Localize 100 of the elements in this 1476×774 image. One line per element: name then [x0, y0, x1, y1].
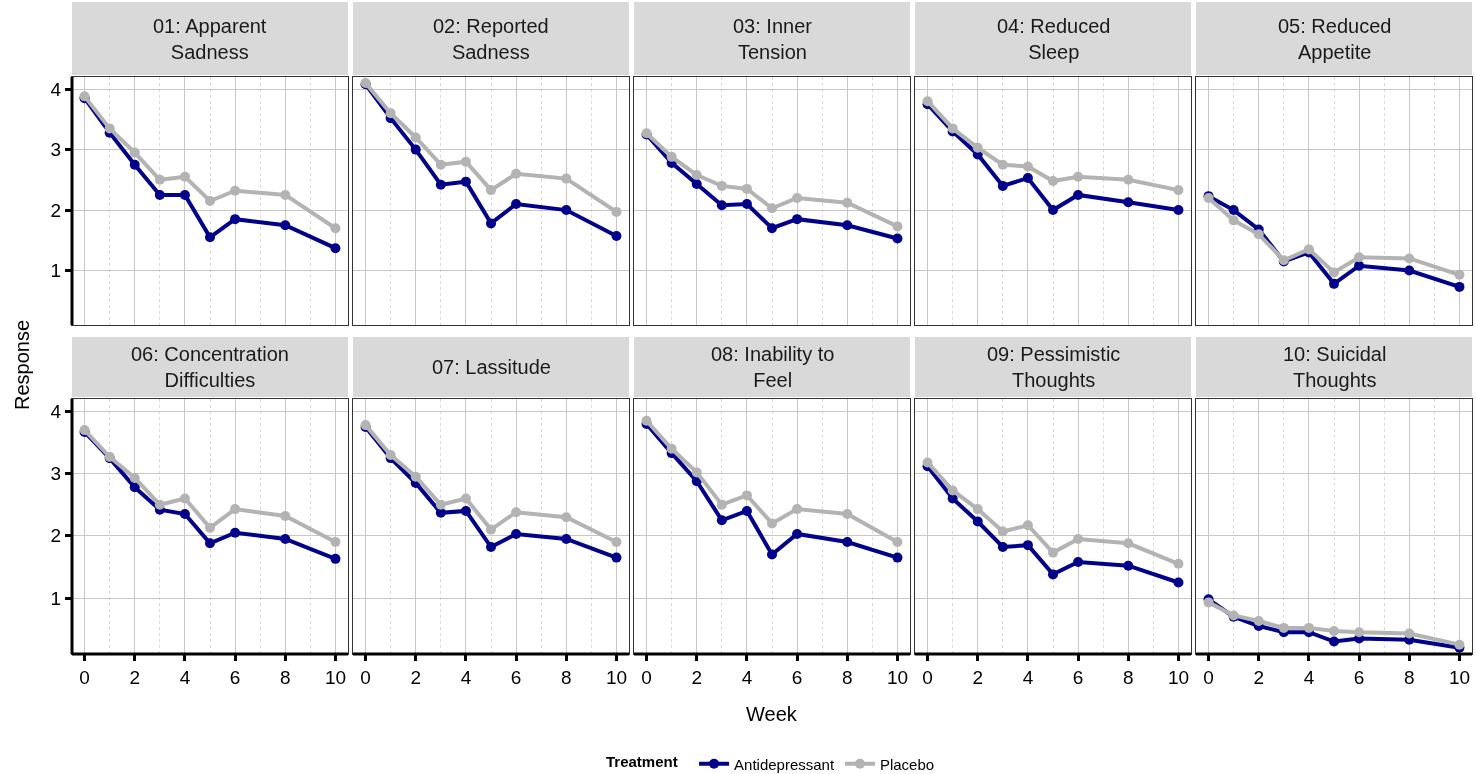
- point: [611, 231, 622, 242]
- point: [410, 471, 421, 482]
- point: [129, 482, 140, 493]
- x-tick-label: 8: [560, 666, 572, 688]
- point: [129, 472, 140, 483]
- point: [716, 200, 727, 211]
- chart-title: 07: Lassitude: [432, 356, 551, 378]
- point: [330, 243, 341, 254]
- point: [842, 220, 853, 231]
- point: [1253, 616, 1264, 627]
- point: [486, 218, 496, 229]
- y-tick-label: 4: [50, 78, 62, 100]
- point: [230, 527, 241, 538]
- x-tick-label: 0: [360, 666, 371, 688]
- point: [385, 449, 396, 460]
- point: [230, 214, 241, 225]
- point: [1073, 533, 1084, 544]
- point: [1329, 625, 1339, 636]
- point: [792, 214, 803, 225]
- y-tick-label: 2: [50, 199, 62, 221]
- point: [1048, 205, 1058, 216]
- point: [666, 151, 677, 162]
- point: [691, 179, 702, 190]
- point: [1329, 636, 1339, 647]
- x-tick-label: 4: [1022, 666, 1034, 688]
- point: [154, 499, 165, 510]
- point: [1048, 569, 1058, 580]
- point: [1173, 558, 1184, 569]
- x-tick-label: 0: [641, 666, 652, 688]
- chart-title: 02: Reported Sadness: [433, 15, 549, 63]
- x-tick-label: 0: [922, 666, 933, 688]
- point: [410, 144, 421, 155]
- x-tick-label: 2: [1253, 666, 1265, 688]
- point: [716, 499, 727, 510]
- chart-title: 03: Inner Tension: [733, 15, 813, 63]
- point: [511, 168, 522, 179]
- point: [410, 132, 421, 143]
- point: [230, 185, 241, 196]
- point: [741, 505, 752, 516]
- point: [1303, 622, 1314, 633]
- point: [1454, 281, 1465, 292]
- legend-label: Placebo: [879, 755, 935, 773]
- point: [330, 537, 341, 548]
- point: [922, 457, 933, 468]
- point: [611, 537, 622, 548]
- point: [1354, 260, 1365, 271]
- point: [666, 443, 677, 454]
- chart-title: 08: Inability to Feel: [711, 343, 835, 391]
- point: [1329, 267, 1339, 278]
- point: [179, 493, 190, 504]
- point: [460, 176, 471, 187]
- point: [486, 542, 496, 553]
- y-tick-label: 3: [50, 463, 62, 485]
- point: [691, 169, 702, 180]
- point: [205, 522, 215, 533]
- x-tick-label: 10: [324, 666, 347, 688]
- x-tick-label: 4: [741, 666, 753, 688]
- y-tick-label: 1: [50, 587, 62, 609]
- point: [1048, 547, 1058, 558]
- chart-title: 04: Reduced Sleep: [997, 15, 1111, 63]
- point: [330, 223, 341, 234]
- point: [1022, 520, 1033, 531]
- x-tick-label: 0: [79, 666, 90, 688]
- point: [716, 515, 727, 526]
- x-tick-label: 6: [510, 666, 522, 688]
- point: [767, 518, 777, 529]
- point: [154, 174, 165, 185]
- point: [767, 203, 777, 214]
- point: [1073, 171, 1084, 182]
- point: [997, 180, 1008, 191]
- x-tick-label: 10: [605, 666, 628, 688]
- point: [280, 189, 291, 200]
- x-tick-label: 4: [1303, 666, 1315, 688]
- legend-title: Treatment: [606, 753, 678, 770]
- point: [486, 524, 496, 535]
- point: [1454, 269, 1465, 280]
- point: [1354, 252, 1365, 263]
- point: [205, 538, 215, 549]
- point: [280, 510, 291, 521]
- x-tick-label: 0: [1203, 666, 1214, 688]
- x-tick-label: 4: [179, 666, 191, 688]
- point: [892, 233, 903, 244]
- point: [511, 528, 522, 539]
- y-axis-title: Response: [11, 319, 33, 410]
- point: [892, 552, 903, 563]
- point: [1073, 189, 1084, 200]
- point: [1173, 577, 1184, 588]
- x-tick-label: 2: [410, 666, 422, 688]
- point: [511, 507, 522, 518]
- point: [1123, 538, 1134, 549]
- point: [179, 509, 190, 520]
- x-tick-label: 10: [1167, 666, 1190, 688]
- x-tick-label: 6: [1072, 666, 1084, 688]
- point: [972, 516, 983, 527]
- point: [1022, 161, 1033, 172]
- point: [435, 159, 446, 170]
- point: [435, 499, 446, 510]
- point: [460, 493, 471, 504]
- x-tick-label: 8: [279, 666, 291, 688]
- point: [129, 147, 140, 158]
